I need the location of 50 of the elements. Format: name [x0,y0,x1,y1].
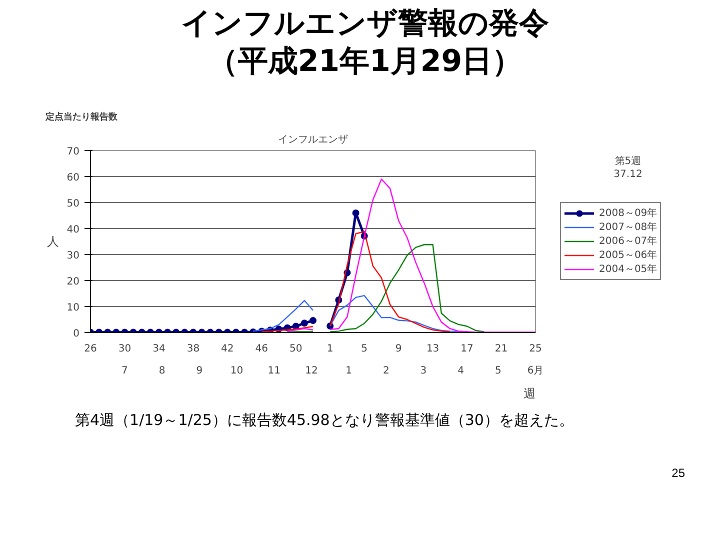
x-tick-label: 46 [255,344,268,354]
y-tick-label: 70 [66,146,80,158]
x-tick-label: 26 [84,344,97,354]
point [310,317,316,324]
text: 2 [382,366,390,376]
x-tick-label: 38 [186,344,200,354]
y-tick-label: 30 [66,250,80,262]
legend-label: 2004～05年 [599,263,658,276]
y-axis-title: 定点当たり報告数 [44,112,118,122]
y-tick-label: 20 [66,276,80,288]
x-tick-label: 30 [118,344,132,354]
x-tick-label: 17 [460,344,474,354]
legend-label: 2005～06年 [599,249,658,262]
text: 人 [46,234,59,248]
y-tick-label: 10 [66,302,80,314]
y-tick-label: 60 [66,172,80,184]
x-axis-title: 週 [524,386,536,400]
text: 5 [494,366,502,376]
text: 10 [230,366,244,376]
text: 6月 [527,366,544,376]
x-tick-label: 9 [395,344,402,354]
text: 第4週（1/19～1/25）に報告数45.98となり警報基準値（30）を超えた。 [74,410,575,431]
y-tick-label: 40 [66,224,80,236]
text: 9 [196,366,203,376]
text: 4 [458,366,464,376]
x-tick-label: 13 [426,344,440,354]
legend-label: 2008～09年 [599,207,658,220]
text: 7 [122,366,128,376]
legend-label: 2007～08年 [599,221,658,234]
x-tick-label: 25 [529,344,542,354]
y-tick-label: 0 [73,328,80,340]
point [300,320,308,327]
text: 第5週 37.12 [614,154,642,180]
legend-label: 2006～07年 [599,235,658,248]
x-tick-label: 34 [152,344,166,354]
y-tick-label: 50 [66,198,80,210]
chart-subtitle: インフルエンザ [278,134,348,146]
text: 3 [420,366,427,376]
x-tick-label: 42 [221,344,234,354]
text: 12 [305,366,318,376]
x-tick-label: 21 [494,344,508,354]
text: 25 [670,465,685,482]
x-tick-label: 1 [326,344,334,354]
text: 8 [158,366,166,376]
x-tick-label: 5 [361,344,368,354]
point [352,209,360,216]
text: 1 [346,366,352,376]
text: 11 [268,366,280,376]
x-tick-label: 50 [290,344,302,354]
chart-title: インフルエンザ警報の発令（平成21年1月29日） [180,5,550,81]
